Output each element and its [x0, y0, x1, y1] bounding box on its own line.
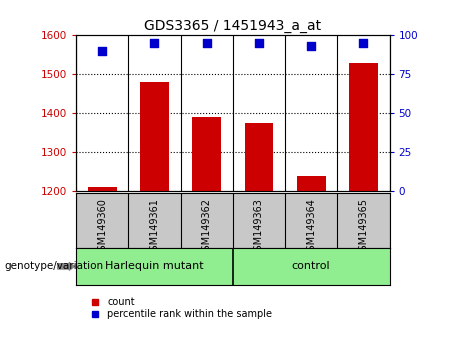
Point — [360, 40, 367, 46]
Text: GSM149360: GSM149360 — [97, 198, 107, 257]
Text: GSM149364: GSM149364 — [306, 198, 316, 257]
Point — [307, 44, 315, 49]
Text: genotype/variation: genotype/variation — [5, 261, 104, 272]
Point — [151, 40, 158, 46]
Point — [203, 40, 210, 46]
Legend: count, percentile rank within the sample: count, percentile rank within the sample — [81, 293, 276, 323]
Point — [99, 48, 106, 54]
Bar — [192, 117, 221, 191]
Text: GSM149365: GSM149365 — [358, 198, 368, 257]
Text: GSM149361: GSM149361 — [149, 198, 160, 257]
Bar — [244, 123, 273, 191]
Title: GDS3365 / 1451943_a_at: GDS3365 / 1451943_a_at — [144, 19, 321, 33]
Bar — [140, 82, 169, 191]
Text: control: control — [292, 261, 331, 272]
Bar — [349, 63, 378, 191]
Text: GSM149362: GSM149362 — [201, 198, 212, 257]
Text: GSM149363: GSM149363 — [254, 198, 264, 257]
Point — [255, 40, 263, 46]
Bar — [88, 187, 117, 191]
Text: Harlequin mutant: Harlequin mutant — [105, 261, 204, 272]
Bar — [297, 176, 325, 191]
